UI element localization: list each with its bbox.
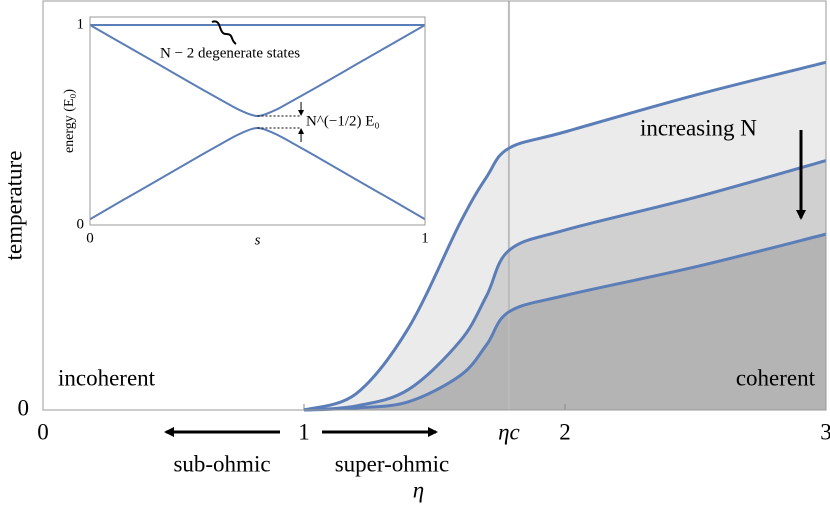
x-tick-label: 0 bbox=[86, 230, 94, 246]
area-fill bbox=[304, 234, 826, 410]
y-tick-label: 0 bbox=[18, 395, 30, 420]
y-tick-label: 1 bbox=[77, 16, 85, 32]
series-line bbox=[303, 60, 827, 412]
annotation: super-ohmic bbox=[335, 451, 450, 476]
inset-background bbox=[90, 17, 425, 225]
x-tick-label: 3 bbox=[820, 419, 830, 444]
y-axis-label: energy (E₀) bbox=[62, 89, 77, 153]
annotation: sub-ohmic bbox=[173, 451, 270, 476]
x-tick-label: ηc bbox=[498, 419, 520, 444]
annotation: N − 2 degenerate states bbox=[160, 45, 300, 61]
x-tick-label: 1 bbox=[421, 230, 429, 246]
series-line bbox=[303, 232, 827, 412]
x-tick-label: 0 bbox=[37, 419, 49, 444]
plot-frame bbox=[89, 16, 426, 226]
annotation: incoherent bbox=[58, 365, 156, 390]
x-tick-label: 1 bbox=[298, 419, 310, 444]
y-tick-label: 0 bbox=[77, 216, 85, 232]
x-axis-label: s bbox=[255, 232, 261, 248]
x-axis-label: η bbox=[413, 477, 424, 502]
annotation: N^(−1/2) E₀ bbox=[306, 113, 380, 129]
y-axis-label: temperature bbox=[1, 151, 26, 261]
squiggle bbox=[211, 20, 237, 45]
plot-frame bbox=[42, 0, 827, 411]
x-tick-label: 2 bbox=[559, 419, 571, 444]
series-line bbox=[303, 159, 827, 412]
annotation: increasing N bbox=[640, 115, 757, 140]
annotation: coherent bbox=[736, 365, 816, 390]
